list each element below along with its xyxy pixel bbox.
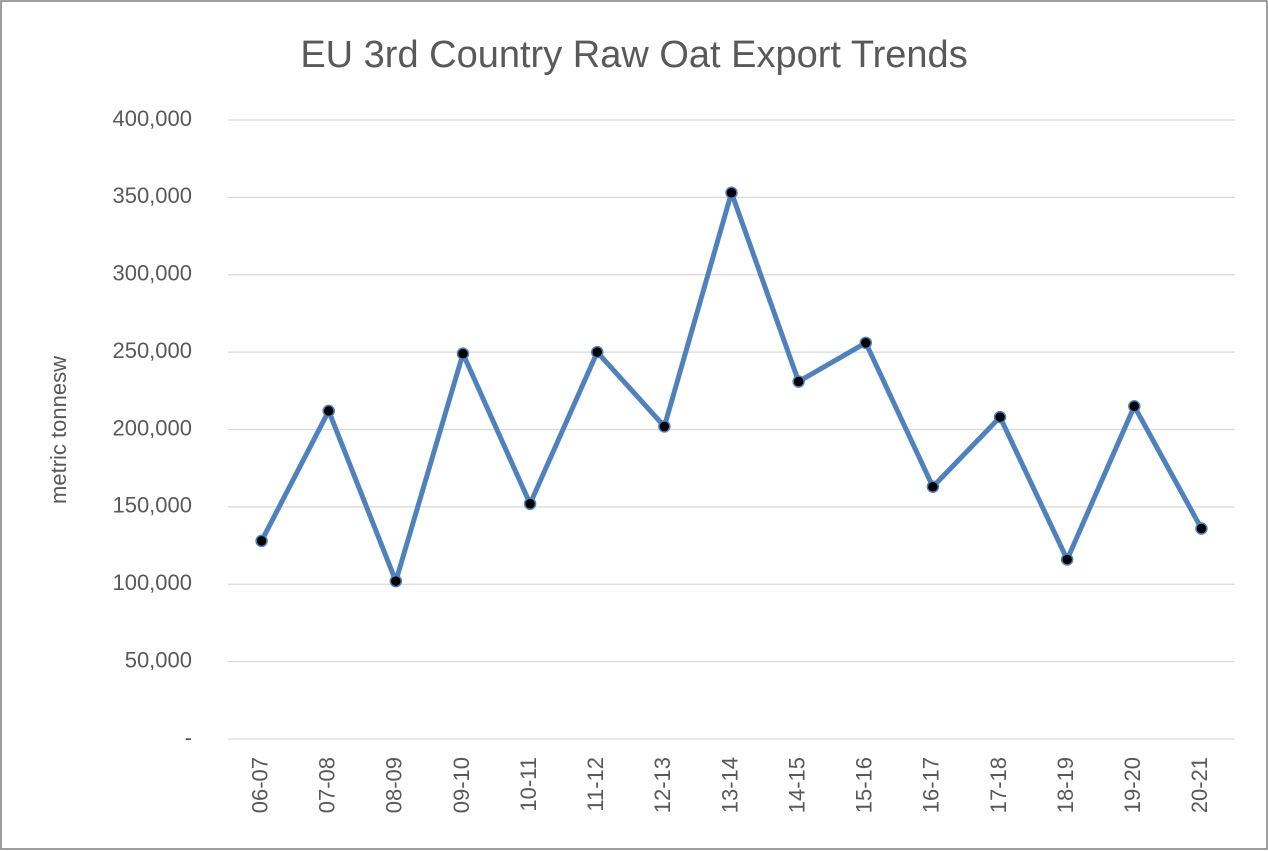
x-tick-label: 11-12 bbox=[583, 757, 608, 812]
x-tick-label: 12-13 bbox=[650, 757, 675, 813]
x-tick-label: 14-15 bbox=[784, 757, 809, 813]
data-point bbox=[523, 497, 537, 511]
y-tick-label: 350,000 bbox=[112, 183, 192, 208]
x-tick-label: 06-07 bbox=[247, 757, 272, 813]
x-tick-label: 08-09 bbox=[382, 757, 407, 813]
data-point bbox=[1128, 400, 1141, 413]
data-point bbox=[590, 345, 604, 359]
data-point bbox=[255, 534, 268, 548]
x-tick-label: 19-20 bbox=[1120, 757, 1145, 813]
x-tick-label: 09-10 bbox=[449, 757, 474, 813]
y-tick-label: 200,000 bbox=[112, 415, 192, 440]
data-point bbox=[859, 336, 873, 350]
y-tick-label: 100,000 bbox=[112, 570, 192, 595]
y-axis-title: metric tonnesw bbox=[46, 356, 71, 504]
x-tick-label: 18-19 bbox=[1053, 757, 1078, 813]
x-tick-label: 15-16 bbox=[852, 757, 877, 813]
chart-title: EU 3rd Country Raw Oat Export Trends bbox=[300, 34, 967, 76]
x-tick-label: 07-08 bbox=[315, 757, 340, 813]
y-tick-label: 400,000 bbox=[112, 106, 192, 131]
data-point bbox=[389, 574, 403, 588]
x-tick-label: 17-18 bbox=[986, 757, 1011, 813]
y-tick-label: 300,000 bbox=[112, 261, 192, 286]
data-point bbox=[792, 375, 805, 388]
x-tick-label: 16-17 bbox=[919, 757, 944, 813]
x-tick-label: 20-21 bbox=[1187, 757, 1212, 813]
y-tick-label: 150,000 bbox=[112, 493, 192, 518]
y-tick-label: - bbox=[185, 725, 192, 750]
data-point bbox=[658, 420, 671, 433]
y-tick-label: 50,000 bbox=[125, 647, 192, 672]
data-point bbox=[322, 404, 335, 418]
data-point bbox=[1195, 522, 1208, 535]
data-point bbox=[1060, 553, 1074, 566]
data-point bbox=[456, 347, 470, 360]
data-point bbox=[926, 480, 940, 494]
x-tick-label: 10-11 bbox=[516, 757, 541, 812]
data-point bbox=[993, 410, 1007, 424]
x-tick-label: 13-14 bbox=[717, 757, 742, 813]
y-tick-label: 250,000 bbox=[112, 338, 192, 363]
data-point bbox=[725, 186, 738, 199]
